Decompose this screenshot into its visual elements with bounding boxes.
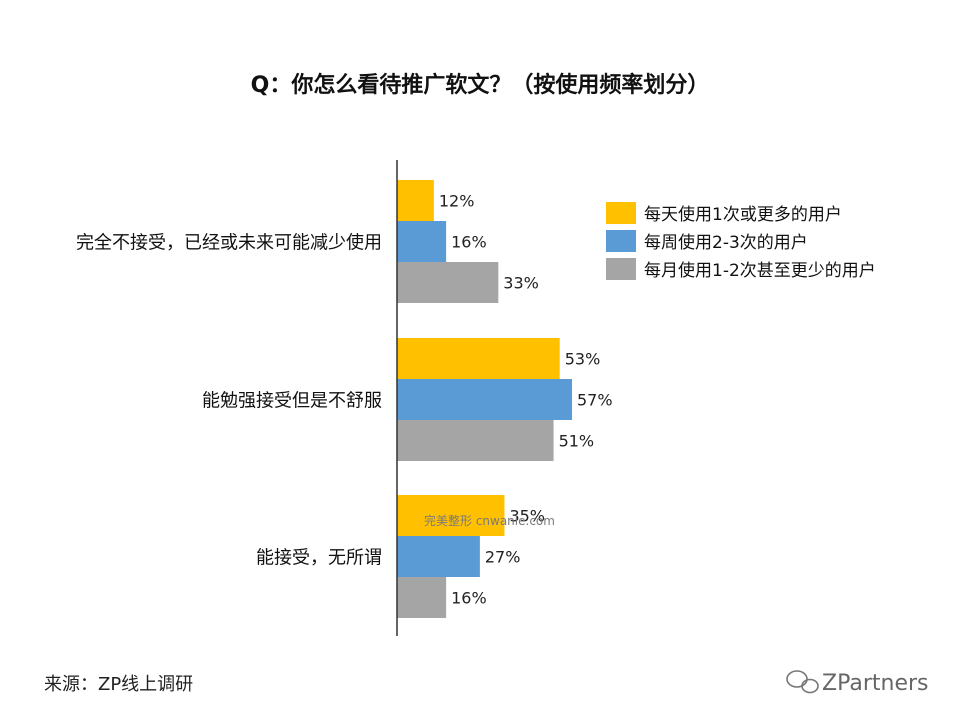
legend-swatch-0 <box>606 202 636 224</box>
value-label-0-0: 12% <box>439 192 475 211</box>
value-label-2-2: 16% <box>451 589 487 608</box>
value-label-1-2: 51% <box>559 432 595 451</box>
bar-0-2 <box>397 262 499 303</box>
bar-2-2 <box>397 577 447 618</box>
value-label-0-2: 33% <box>503 274 539 293</box>
bar-2-0 <box>397 495 505 536</box>
brand-name: ZPartners <box>822 671 929 696</box>
category-label-2: 能接受，无所谓 <box>256 548 382 569</box>
legend-swatch-1 <box>606 230 636 252</box>
value-label-1-0: 53% <box>565 350 601 369</box>
legend-label-1: 每周使用2-3次的用户 <box>644 232 808 253</box>
value-labels: 12% 16% 33% 53% 57% 51% 35% 27% 16% <box>439 192 613 608</box>
value-label-2-0: 35% <box>509 507 545 526</box>
value-label-1-1: 57% <box>577 391 613 410</box>
wechat-icon <box>786 670 819 694</box>
legend-swatch-2 <box>606 258 636 280</box>
value-label-2-1: 27% <box>485 548 521 567</box>
bar-1-2 <box>397 420 554 461</box>
bar-1-0 <box>397 338 560 379</box>
watermark-text: 完美整形 cnwanle.com <box>424 513 555 528</box>
value-label-0-1: 16% <box>451 233 487 252</box>
bar-2-1 <box>397 536 480 577</box>
bar-0-1 <box>397 221 447 262</box>
chart-title: Q：你怎么看待推广软文？（按使用频率划分） <box>251 72 710 98</box>
brand-logo: ZPartners <box>786 670 929 696</box>
category-label-0: 完全不接受，已经或未来可能减少使用 <box>76 233 382 254</box>
bars-group <box>397 180 572 618</box>
bar-0-0 <box>397 180 434 221</box>
legend-label-2: 每月使用1-2次甚至更少的用户 <box>644 260 876 281</box>
source-note: 来源：ZP线上调研 <box>44 674 193 695</box>
category-label-1: 能勉强接受但是不舒服 <box>202 391 382 412</box>
bar-1-1 <box>397 379 572 420</box>
legend-label-0: 每天使用1次或更多的用户 <box>644 204 842 225</box>
